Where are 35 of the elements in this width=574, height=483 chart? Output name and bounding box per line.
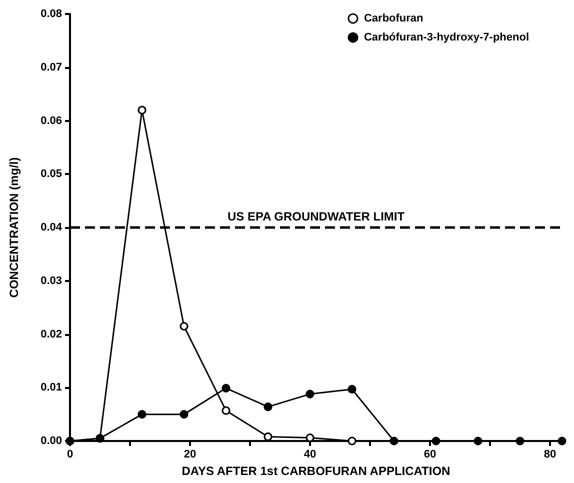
y-axis-title: CONCENTRATION (mg/l) bbox=[7, 157, 21, 298]
point bbox=[222, 384, 230, 392]
y-tick-label: 0.03 bbox=[40, 274, 62, 287]
y-tick-label: 0.04 bbox=[40, 222, 63, 234]
point bbox=[138, 410, 146, 419]
x-tick-label: 60 bbox=[424, 448, 436, 460]
y-tick-label: 0.08 bbox=[40, 8, 62, 20]
point bbox=[180, 322, 188, 330]
x-tick-label: 20 bbox=[184, 448, 196, 460]
x-tick-label: 0 bbox=[66, 448, 74, 460]
x-tick-label: 40 bbox=[304, 448, 316, 460]
point bbox=[264, 402, 272, 412]
point bbox=[138, 106, 146, 114]
point bbox=[432, 436, 440, 446]
point bbox=[306, 390, 314, 398]
y-tick-label: 0.07 bbox=[40, 61, 62, 74]
text: 0.00 bbox=[40, 435, 62, 447]
point bbox=[180, 410, 188, 419]
y-tick-label: 0.02 bbox=[40, 328, 62, 340]
x-axis-title: DAYS AFTER 1st CARBOFURAN APPLICATION bbox=[182, 464, 450, 478]
point bbox=[558, 436, 566, 446]
y-tick-label: 0.06 bbox=[40, 114, 62, 127]
point bbox=[348, 384, 356, 394]
point bbox=[390, 436, 398, 446]
y-tick-label: 0.01 bbox=[40, 382, 62, 394]
point bbox=[516, 436, 524, 446]
point bbox=[348, 436, 356, 446]
point bbox=[264, 432, 272, 441]
point bbox=[474, 436, 482, 446]
legend-label: Carbofuran bbox=[364, 12, 424, 24]
legend-label: Carbófuran-3-hydroxy-7-phenol bbox=[364, 32, 530, 44]
point bbox=[222, 406, 230, 415]
ref-line-label: US EPA GROUNDWATER LIMIT bbox=[227, 210, 406, 224]
x-tick-label: 80 bbox=[544, 448, 556, 460]
y-tick-label: 0.05 bbox=[40, 168, 62, 180]
